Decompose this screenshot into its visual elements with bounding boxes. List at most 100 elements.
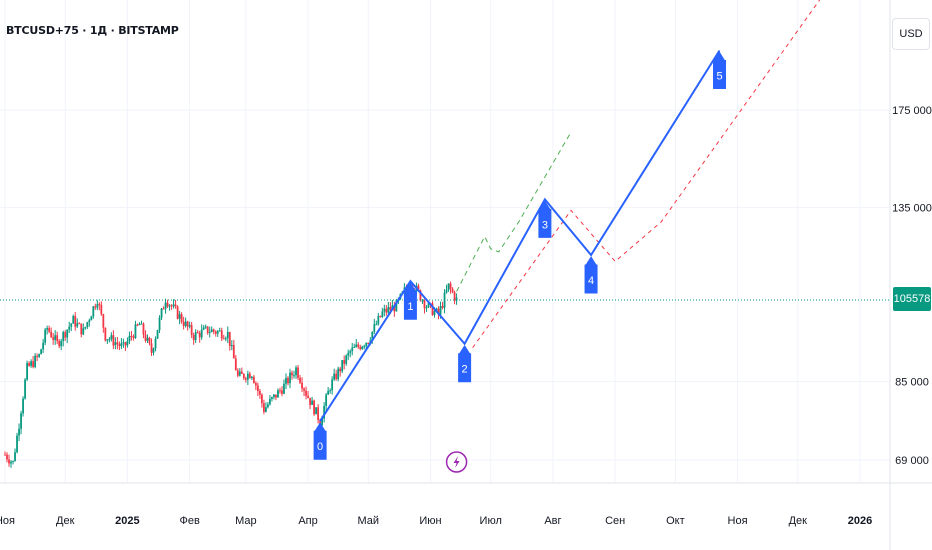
candle: [34, 353, 37, 369]
candle: [242, 373, 245, 381]
candle: [305, 386, 307, 400]
candle: [52, 332, 55, 345]
candle: [453, 290, 456, 305]
candle: [174, 299, 177, 309]
candle: [441, 301, 444, 310]
candle: [122, 338, 125, 348]
symbol-title[interactable]: BTCUSD+75 · 1Д · BITSTAMP: [6, 24, 179, 37]
candle: [8, 454, 10, 467]
candle: [443, 289, 446, 314]
candle: [134, 320, 137, 339]
candle: [269, 394, 271, 406]
candle: [317, 404, 319, 424]
x-tick-label: Ноя: [728, 515, 748, 527]
lightning-marker-icon[interactable]: [445, 451, 468, 473]
candle: [128, 331, 131, 344]
candle: [323, 402, 326, 423]
candle: [329, 388, 332, 394]
candle: [331, 376, 334, 395]
candle: [381, 307, 384, 319]
candle: [42, 338, 45, 353]
candle: [160, 307, 163, 321]
candle: [168, 304, 171, 311]
candle: [349, 349, 352, 358]
candle: [361, 345, 364, 350]
candle: [140, 320, 143, 325]
candle: [12, 460, 14, 465]
candle: [124, 341, 127, 351]
candle: [4, 451, 6, 456]
candle: [421, 299, 424, 304]
svg-text:3: 3: [542, 219, 548, 231]
candle: [64, 330, 67, 341]
currency-button[interactable]: USD: [892, 18, 930, 50]
svg-text:4: 4: [588, 275, 594, 287]
wave-label-3[interactable]: 3: [538, 200, 552, 238]
wave-label-0[interactable]: 0: [313, 422, 327, 460]
candle: [10, 460, 12, 468]
candle: [261, 393, 263, 408]
candle: [112, 330, 115, 350]
candle: [190, 321, 193, 339]
candle: [22, 396, 24, 417]
candle: [224, 336, 227, 342]
wave-label-5[interactable]: 5: [713, 51, 727, 89]
candle: [230, 340, 233, 351]
candle: [303, 387, 305, 397]
candle: [256, 382, 259, 397]
candle: [14, 448, 16, 462]
candle: [6, 452, 8, 463]
candle: [271, 396, 273, 402]
candle: [202, 325, 205, 331]
svg-text:1: 1: [407, 301, 413, 313]
candle: [26, 360, 28, 381]
y-tick-label: 175 000: [892, 105, 932, 117]
candle: [82, 323, 85, 336]
wave-label-2[interactable]: 2: [458, 345, 472, 383]
candle: [236, 368, 239, 378]
candle: [449, 281, 452, 294]
candle: [32, 356, 34, 369]
candle: [383, 304, 386, 317]
wave-label-1[interactable]: 1: [403, 282, 417, 320]
candle: [162, 306, 165, 310]
candle: [36, 353, 39, 362]
candle: [86, 321, 89, 330]
candle: [110, 332, 113, 342]
candle: [285, 373, 287, 390]
candle: [238, 368, 241, 377]
candle: [66, 329, 69, 344]
x-tick-label: Июн: [419, 515, 441, 527]
candle: [194, 329, 197, 344]
candle: [156, 329, 159, 339]
candle: [60, 338, 63, 351]
candle: [357, 342, 360, 349]
candle: [38, 353, 41, 359]
candle: [180, 312, 183, 324]
wave-count-path: [319, 49, 721, 422]
candle: [212, 328, 215, 335]
candle: [451, 287, 454, 294]
candle: [208, 326, 211, 338]
candle: [325, 392, 328, 412]
y-tick-label: 69 000: [895, 455, 929, 467]
candle: [447, 283, 450, 292]
svg-text:5: 5: [716, 70, 722, 82]
candle: [228, 331, 231, 351]
candle: [425, 305, 428, 312]
candle: [279, 387, 281, 394]
candle: [118, 341, 121, 350]
svg-text:0: 0: [317, 441, 323, 453]
candle: [218, 327, 221, 332]
candle: [166, 299, 169, 309]
candle: [345, 354, 348, 366]
candle: [347, 349, 350, 361]
candle: [373, 318, 376, 335]
svg-text:2: 2: [462, 364, 468, 376]
wave-label-4[interactable]: 4: [584, 256, 598, 294]
candle: [108, 336, 111, 343]
current-price-tag: 105578: [893, 287, 931, 311]
candle: [114, 337, 117, 350]
